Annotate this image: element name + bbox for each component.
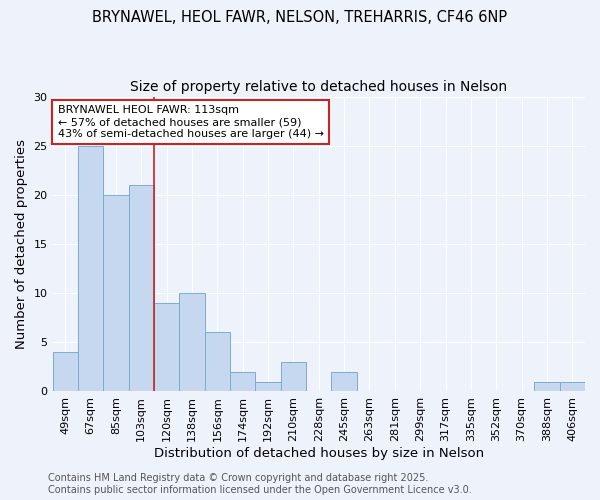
Bar	[205, 332, 230, 392]
X-axis label: Distribution of detached houses by size in Nelson: Distribution of detached houses by size …	[154, 447, 484, 460]
Y-axis label: Number of detached properties: Number of detached properties	[15, 139, 28, 349]
Bar	[128, 185, 154, 392]
Bar	[179, 293, 205, 392]
Bar	[281, 362, 306, 392]
Title: Size of property relative to detached houses in Nelson: Size of property relative to detached ho…	[130, 80, 508, 94]
Bar	[256, 382, 281, 392]
Bar	[230, 372, 256, 392]
Bar	[560, 382, 585, 392]
Bar	[331, 372, 357, 392]
Text: Contains HM Land Registry data © Crown copyright and database right 2025.
Contai: Contains HM Land Registry data © Crown c…	[48, 474, 472, 495]
Text: BRYNAWEL, HEOL FAWR, NELSON, TREHARRIS, CF46 6NP: BRYNAWEL, HEOL FAWR, NELSON, TREHARRIS, …	[92, 10, 508, 25]
Bar	[154, 303, 179, 392]
Bar	[53, 352, 78, 392]
Bar	[534, 382, 560, 392]
Text: BRYNAWEL HEOL FAWR: 113sqm
← 57% of detached houses are smaller (59)
43% of semi: BRYNAWEL HEOL FAWR: 113sqm ← 57% of deta…	[58, 106, 324, 138]
Bar	[103, 195, 128, 392]
Bar	[78, 146, 103, 392]
